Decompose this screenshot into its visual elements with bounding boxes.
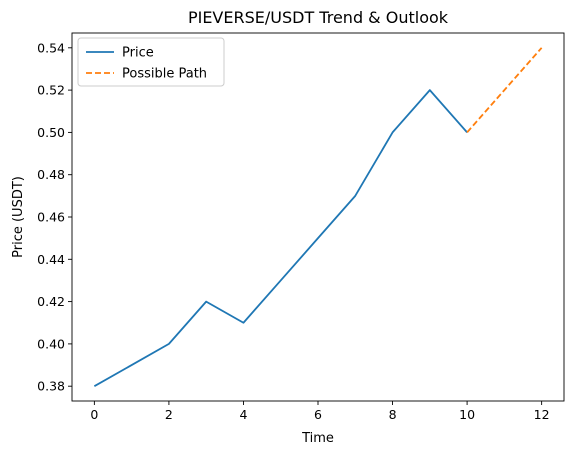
y-tick-label: 0.52 <box>37 83 65 98</box>
x-tick-label: 4 <box>239 407 247 422</box>
legend-label-1: Price <box>122 46 154 61</box>
x-tick-label: 8 <box>389 407 397 422</box>
y-tick-label: 0.38 <box>37 379 65 394</box>
legend-label-2: Possible Path <box>122 67 207 82</box>
legend: Price Possible Path <box>77 37 225 87</box>
legend-box <box>77 37 225 87</box>
y-tick-label: 0.46 <box>37 210 65 225</box>
series-line-2 <box>466 47 543 133</box>
y-tick-label: 0.54 <box>37 40 65 55</box>
y-tick-label: 0.42 <box>37 294 65 309</box>
y-tick-label: 0.50 <box>37 125 65 140</box>
y-axis-label: Price (USDT) <box>11 176 26 258</box>
y-tick-label: 0.48 <box>37 167 65 182</box>
y-tick-label: 0.40 <box>37 336 65 351</box>
x-tick-label: 0 <box>90 407 98 422</box>
chart-title: PIEVERSE/USDT Trend & Outlook <box>188 8 449 27</box>
series-line-1 <box>93 89 468 387</box>
x-tick-label: 2 <box>165 407 173 422</box>
x-tick-label: 12 <box>534 407 550 422</box>
x-tick-label: 10 <box>459 407 475 422</box>
y-tick-label: 0.44 <box>37 252 65 267</box>
x-axis-label: Time <box>301 431 334 446</box>
x-tick-label: 6 <box>314 407 322 422</box>
